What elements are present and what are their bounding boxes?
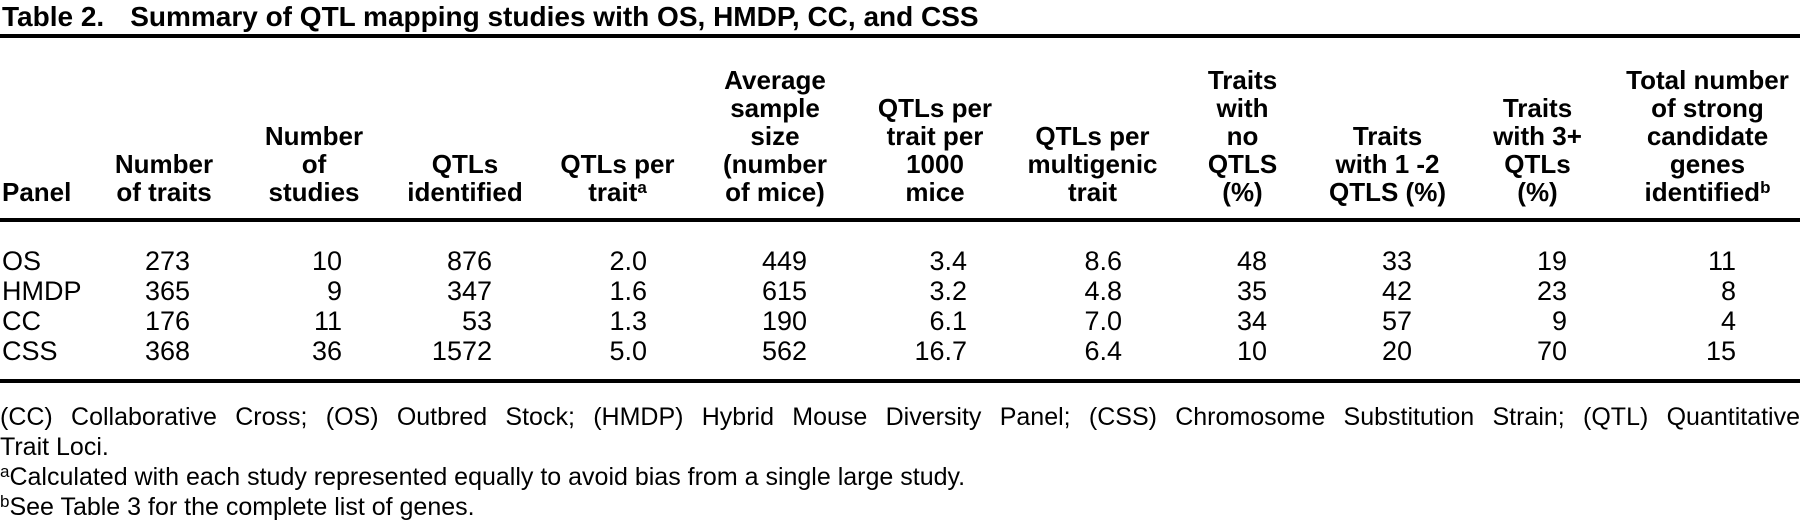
footnote-marker-a: a (637, 178, 647, 198)
table-row-css: CSS 368 36 1572 5.0 562 16.7 6.4 10 20 7… (0, 336, 1800, 383)
value-cell: 8.6 (1084, 246, 1122, 276)
table-header: Panel Number of traits Number of studies… (0, 38, 1800, 222)
value-cell: 562 (695, 336, 855, 383)
footnote-a-marker: a (0, 462, 10, 482)
value-cell: 53 (461, 306, 492, 336)
value-cell: 8 (1720, 276, 1736, 306)
value-cell: 20 (1315, 336, 1460, 383)
value-cell: 368 (90, 336, 238, 383)
value-cell: 4 (1720, 306, 1736, 336)
value-cell: 190 (761, 306, 807, 336)
value-cell: 1.6 (609, 276, 647, 306)
value-cell: 35 (1236, 276, 1267, 306)
value-cell: 2.0 (609, 246, 647, 276)
value-cell: 42 (1381, 276, 1412, 306)
column-header-average-sample-size: Average sample size (number of mice) (695, 38, 855, 222)
value-cell: 16.7 (855, 336, 1015, 383)
value-cell: 615 (761, 276, 807, 306)
table-body: OS 273 10 876 2.0 449 3.4 8.6 48 33 19 1… (0, 220, 1800, 383)
value-cell: 6.1 (929, 306, 967, 336)
panel-cell: HMDP (2, 276, 82, 306)
qtl-summary-table: Panel Number of traits Number of studies… (0, 38, 1800, 383)
value-cell: 876 (446, 246, 492, 276)
value-cell: 11 (313, 306, 342, 336)
column-header-number-of-traits: Number of traits (90, 38, 238, 222)
header-row: Panel Number of traits Number of studies… (0, 38, 1800, 222)
panel-cell: CC (2, 306, 41, 336)
value-cell: 11 (1707, 246, 1736, 276)
value-cell: 9 (1551, 306, 1567, 336)
panel-cell: CSS (0, 336, 90, 383)
table-row-cc: CC 176 11 53 1.3 190 6.1 7.0 34 57 9 4 (0, 306, 1800, 336)
value-cell: 6.4 (1015, 336, 1170, 383)
value-cell: 1.3 (609, 306, 647, 336)
value-cell: 5.0 (540, 336, 695, 383)
footnote-b-marker: b (0, 492, 10, 512)
value-cell: 4.8 (1084, 276, 1122, 306)
value-cell: 1572 (390, 336, 540, 383)
column-header-qtls-per-trait: QTLs per traita (540, 38, 695, 222)
value-cell: 70 (1460, 336, 1615, 383)
value-cell: 7.0 (1084, 306, 1122, 336)
footnote-a: aCalculated with each study represented … (0, 462, 1800, 492)
value-cell: 34 (1236, 306, 1267, 336)
value-cell: 19 (1536, 246, 1567, 276)
value-cell: 365 (144, 276, 190, 306)
top-rule (0, 34, 1800, 38)
footnote-b: bSee Table 3 for the complete list of ge… (0, 492, 1800, 522)
value-cell: 23 (1536, 276, 1567, 306)
table-title-text: Summary of QTL mapping studies with OS, … (130, 1, 979, 32)
column-header-qtls-identified: QTLs identified (390, 38, 540, 222)
value-cell: 48 (1236, 246, 1267, 276)
value-cell: 10 (311, 246, 342, 276)
column-header-qtls-per-trait-per-1000-mice: QTLs per trait per 1000 mice (855, 38, 1015, 222)
value-cell: 449 (761, 246, 807, 276)
column-header-qtls-per-multigenic-trait: QTLs per multigenic trait (1015, 38, 1170, 222)
value-cell: 347 (446, 276, 492, 306)
column-header-number-of-studies: Number of studies (238, 38, 390, 222)
table-row-os: OS 273 10 876 2.0 449 3.4 8.6 48 33 19 1… (0, 220, 1800, 276)
column-header-traits-3plus-qtls: Traits with 3+ QTLs (%) (1460, 38, 1615, 222)
footnote-marker-b: b (1760, 178, 1771, 198)
column-header-traits-no-qtls: Traits with no QTLS (%) (1170, 38, 1315, 222)
panel-cell: OS (2, 246, 42, 276)
table-row-hmdp: HMDP 365 9 347 1.6 615 3.2 4.8 35 42 23 … (0, 276, 1800, 306)
value-cell: 273 (144, 246, 190, 276)
table-number-label: Table 2. (2, 1, 105, 32)
column-header-traits-1-2-qtls: Traits with 1 -2 QTLS (%) (1315, 38, 1460, 222)
value-cell: 3.4 (929, 246, 967, 276)
value-cell: 3.2 (929, 276, 967, 306)
abbreviations-footnote-line1: (CC) Collaborative Cross; (OS) Outbred S… (0, 403, 1800, 431)
value-cell: 10 (1170, 336, 1315, 383)
footnote-b-text: See Table 3 for the complete list of gen… (9, 493, 475, 521)
value-cell: 36 (238, 336, 390, 383)
footnotes: (CC) Collaborative Cross; (OS) Outbred S… (0, 402, 1800, 522)
footnote-a-text: Calculated with each study represented e… (9, 463, 966, 491)
table-title: Table 2. Summary of QTL mapping studies w… (0, 0, 1800, 34)
column-header-strong-candidate-genes: Total number of strong candidate genes i… (1615, 38, 1800, 222)
value-cell: 57 (1381, 306, 1412, 336)
value-cell: 15 (1615, 336, 1800, 383)
abbreviations-footnote-line2: Trait Loci. (0, 433, 109, 461)
value-cell: 9 (326, 276, 342, 306)
value-cell: 176 (144, 306, 190, 336)
value-cell: 33 (1381, 246, 1412, 276)
column-header-panel: Panel (0, 38, 90, 222)
